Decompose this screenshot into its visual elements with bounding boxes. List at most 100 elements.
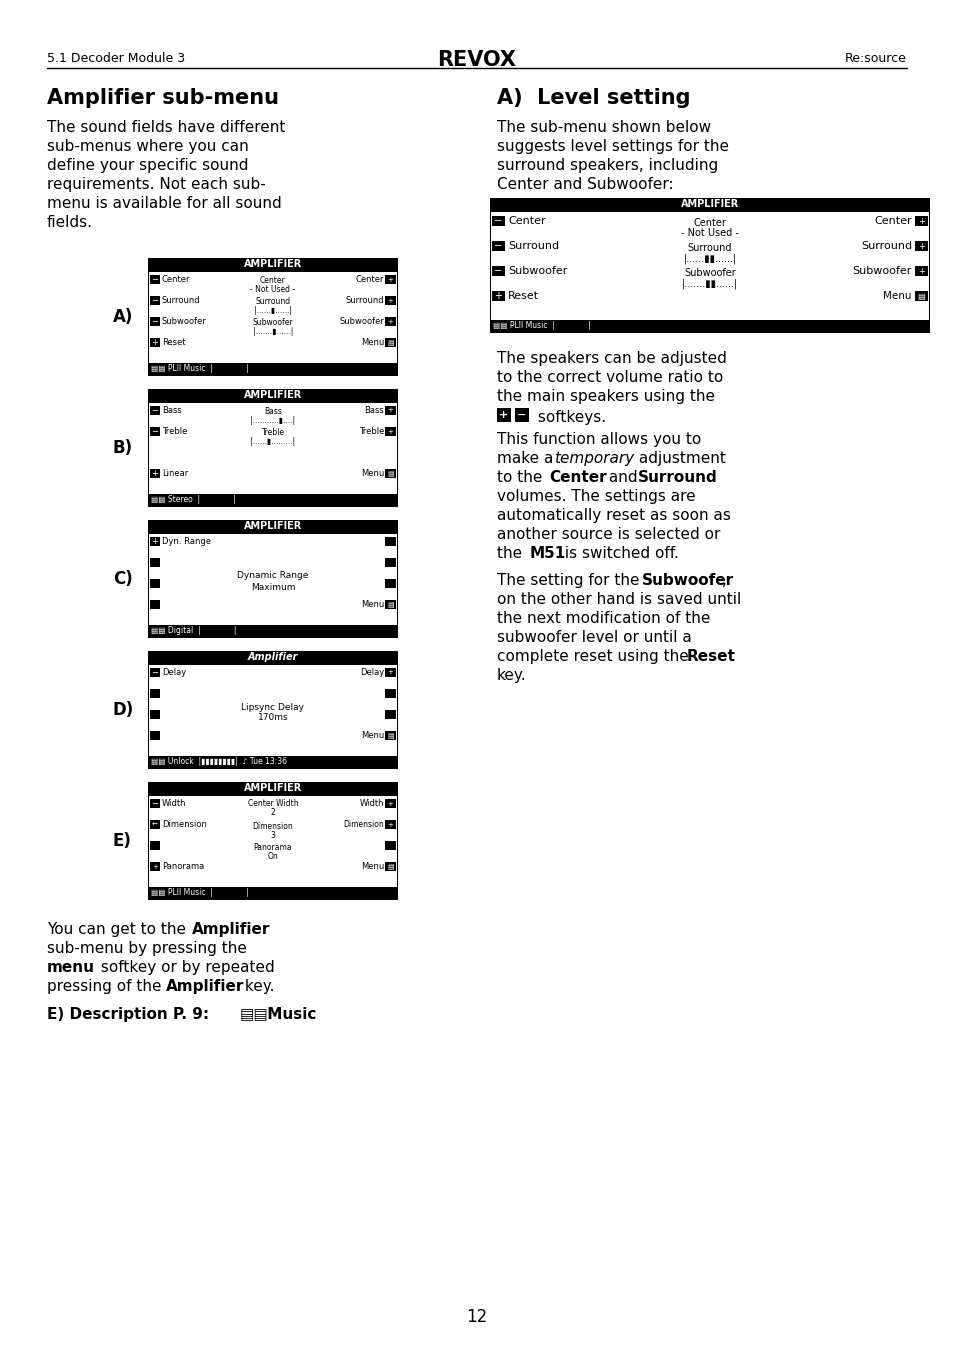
Text: another source is selected or: another source is selected or (497, 527, 720, 542)
Text: Dimension: Dimension (343, 820, 384, 830)
Bar (492, 266, 504, 277)
Text: +: + (917, 216, 924, 225)
Text: Subwoofer: Subwoofer (641, 573, 734, 588)
Text: |......▮.........|: |......▮.........| (251, 437, 295, 447)
Text: +: + (387, 277, 393, 282)
Text: sub-menu by pressing the: sub-menu by pressing the (47, 942, 247, 956)
Text: Surround: Surround (687, 243, 732, 254)
Text: surround speakers, including: surround speakers, including (497, 158, 718, 173)
Text: +: + (152, 863, 158, 870)
Text: Subwoofer: Subwoofer (852, 266, 911, 277)
Text: Bass: Bass (162, 406, 182, 415)
Text: automatically reset as soon as: automatically reset as soon as (497, 509, 730, 523)
Text: +: + (498, 410, 508, 420)
Text: −: − (152, 406, 158, 415)
Text: 2: 2 (271, 808, 275, 817)
Text: ▤▤: ▤▤ (240, 1006, 269, 1023)
Text: ▤▤ Digital  |              |: ▤▤ Digital | | (151, 626, 236, 635)
Text: Treble: Treble (358, 428, 384, 436)
Bar (150, 668, 160, 677)
Text: −: − (152, 799, 158, 808)
Text: - Not Used -: - Not Used - (680, 228, 739, 237)
Bar (385, 428, 395, 436)
Text: Surround: Surround (162, 297, 200, 305)
Text: Width: Width (162, 799, 186, 808)
Text: ▤: ▤ (387, 471, 394, 478)
Text: Delay: Delay (162, 668, 186, 677)
Text: Reset: Reset (507, 291, 538, 301)
Text: Panorama: Panorama (162, 862, 204, 871)
Text: Surround: Surround (345, 297, 384, 305)
Bar (150, 862, 160, 871)
Bar (385, 731, 395, 741)
Text: +: + (387, 429, 393, 434)
Text: Dynamic Range: Dynamic Range (237, 572, 309, 580)
Text: complete reset using the: complete reset using the (497, 649, 693, 664)
Text: −: − (494, 241, 502, 251)
Text: +: + (917, 241, 924, 251)
Text: Center: Center (874, 216, 911, 227)
Text: Maximum: Maximum (251, 583, 294, 591)
Text: Bass: Bass (364, 406, 384, 415)
Bar (385, 842, 395, 850)
Bar (914, 241, 927, 251)
Text: −: − (152, 668, 158, 677)
Bar (914, 216, 927, 227)
Bar (385, 317, 395, 326)
Text: +: + (387, 407, 393, 414)
Text: E): E) (112, 832, 132, 850)
Text: softkey or by repeated: softkey or by repeated (96, 960, 274, 975)
Bar (148, 258, 397, 376)
Text: softkeys.: softkeys. (533, 410, 605, 425)
Text: +: + (917, 267, 924, 275)
Bar (492, 241, 504, 251)
Text: ▤: ▤ (387, 733, 394, 739)
Text: pressing of the: pressing of the (47, 979, 166, 994)
Text: AMPLIFIER: AMPLIFIER (244, 259, 302, 268)
Text: The sub-menu shown below: The sub-menu shown below (497, 120, 710, 135)
Bar (385, 600, 395, 610)
Text: Center: Center (693, 219, 725, 228)
Text: Subwoofer: Subwoofer (338, 317, 384, 326)
Text: on the other hand is saved until: on the other hand is saved until (497, 592, 740, 607)
Bar (385, 469, 395, 479)
Bar (148, 389, 397, 507)
Bar (150, 406, 160, 415)
Bar (150, 297, 160, 305)
Bar (385, 537, 395, 546)
Bar (150, 820, 160, 830)
Text: ▤: ▤ (387, 602, 394, 608)
Text: Width: Width (359, 799, 384, 808)
Text: Subwoofer: Subwoofer (162, 317, 207, 326)
Bar (491, 212, 928, 320)
Text: Subwoofer: Subwoofer (507, 266, 567, 277)
Text: Center: Center (548, 469, 606, 486)
Text: ▤▤ PLII Music  |              |: ▤▤ PLII Music | | (493, 321, 590, 331)
Text: Menu: Menu (360, 862, 384, 871)
Text: sub-menus where you can: sub-menus where you can (47, 139, 249, 154)
Bar (148, 519, 397, 638)
Text: C): C) (112, 571, 132, 588)
Bar (385, 820, 395, 830)
Bar (150, 275, 160, 285)
Text: ▤▤ Unlock  |▮▮▮▮▮▮▮▮|  ♪ Tue 13:36: ▤▤ Unlock |▮▮▮▮▮▮▮▮| ♪ Tue 13:36 (151, 757, 287, 766)
Text: requirements. Not each sub-: requirements. Not each sub- (47, 177, 266, 192)
Bar (385, 558, 395, 567)
Text: Amplifier: Amplifier (192, 921, 270, 938)
Text: |...........▮....|: |...........▮....| (251, 415, 295, 425)
Text: 5.1 Decoder Module 3: 5.1 Decoder Module 3 (47, 53, 185, 65)
Bar (385, 406, 395, 415)
Text: +: + (387, 669, 393, 676)
Text: Linear: Linear (162, 469, 188, 479)
Text: Surround: Surround (507, 241, 558, 251)
Text: Center: Center (260, 277, 286, 285)
Text: +: + (387, 318, 393, 325)
Text: +: + (387, 298, 393, 304)
Text: ▤▤ PLII Music  |              |: ▤▤ PLII Music | | (151, 888, 249, 897)
Text: Amplifier: Amplifier (248, 652, 298, 662)
Text: AMPLIFIER: AMPLIFIER (244, 782, 302, 793)
Text: Menu: Menu (360, 600, 384, 610)
Text: ▤: ▤ (917, 291, 924, 301)
Text: ▤▤ Stereo  |              |: ▤▤ Stereo | | (151, 495, 235, 505)
Bar (914, 291, 927, 301)
